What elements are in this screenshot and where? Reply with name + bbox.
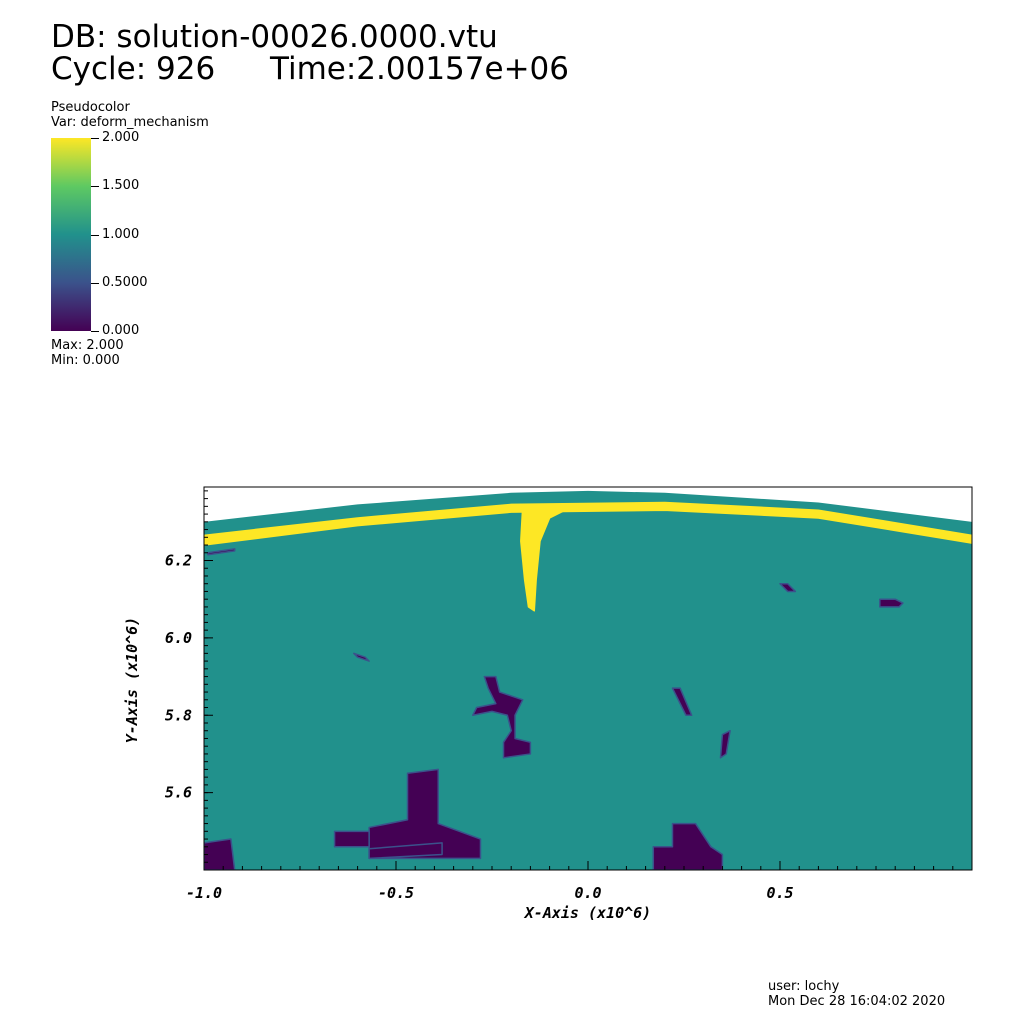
db-title: DB: solution-00026.0000.vtu <box>51 19 498 55</box>
legend-tick-label: 2.000 <box>102 130 140 145</box>
x-axis-title: X-Axis (x10^6) <box>523 904 651 922</box>
field-region-plume <box>520 503 570 612</box>
field-region-surface-band <box>204 501 972 546</box>
y-tick-label: 6.0 <box>165 629 192 647</box>
field-region-block <box>368 842 443 860</box>
x-tick-label: 0.0 <box>574 884 601 902</box>
field-background <box>204 490 972 870</box>
legend-colorbar <box>51 138 91 331</box>
field-region-block <box>368 768 482 860</box>
field-region-streak <box>207 548 236 556</box>
legend-min: Min: 0.000 <box>51 353 120 368</box>
legend-tick-mark <box>91 283 99 284</box>
legend-tick-mark <box>91 138 99 139</box>
field-region-block <box>204 838 236 870</box>
field-region-streak <box>719 729 731 759</box>
legend-variable: Var: deform_mechanism <box>51 115 209 130</box>
x-tick-label: -0.5 <box>378 884 414 902</box>
y-tick-label: 6.2 <box>165 552 192 570</box>
field-region-block <box>333 830 370 848</box>
legend-tick-label: 0.5000 <box>102 275 148 290</box>
legend-plot-type: Pseudocolor <box>51 100 130 115</box>
x-tick-label: 0.5 <box>766 884 793 902</box>
field-region-dike <box>472 675 532 759</box>
axes-layer: -1.0 -0.5 0.0 0.5 5.6 5.8 6.0 6.2 <box>165 490 973 902</box>
field-region-streak <box>353 652 370 662</box>
legend-tick-label: 1.500 <box>102 178 140 193</box>
y-axis-title: Y-Axis (x10^6) <box>123 617 141 743</box>
legend-tick-label: 1.000 <box>102 227 140 242</box>
legend-tick-label: 0.000 <box>102 323 140 338</box>
legend-tick-mark <box>91 331 99 332</box>
field-layer <box>204 490 972 870</box>
field-region-streak <box>879 598 904 608</box>
time-label: Time:2.00157e+06 <box>270 51 569 87</box>
legend-tick-mark <box>91 235 99 236</box>
field-region-block <box>652 822 724 870</box>
legend-tick-mark <box>91 186 99 187</box>
cycle-label: Cycle: 926 <box>51 51 216 87</box>
y-tick-label: 5.6 <box>165 784 192 802</box>
x-tick-label: -1.0 <box>186 884 222 902</box>
field-region-streak <box>779 582 797 593</box>
y-tick-label: 5.8 <box>165 706 192 724</box>
legend-max: Max: 2.000 <box>51 338 124 353</box>
footer-user: user: lochy <box>768 979 840 994</box>
footer-date: Mon Dec 28 16:04:02 2020 <box>768 994 946 1009</box>
field-region-streak <box>671 687 693 717</box>
cycle-line: Cycle: 926 Time:2.00157e+06 <box>51 51 569 87</box>
